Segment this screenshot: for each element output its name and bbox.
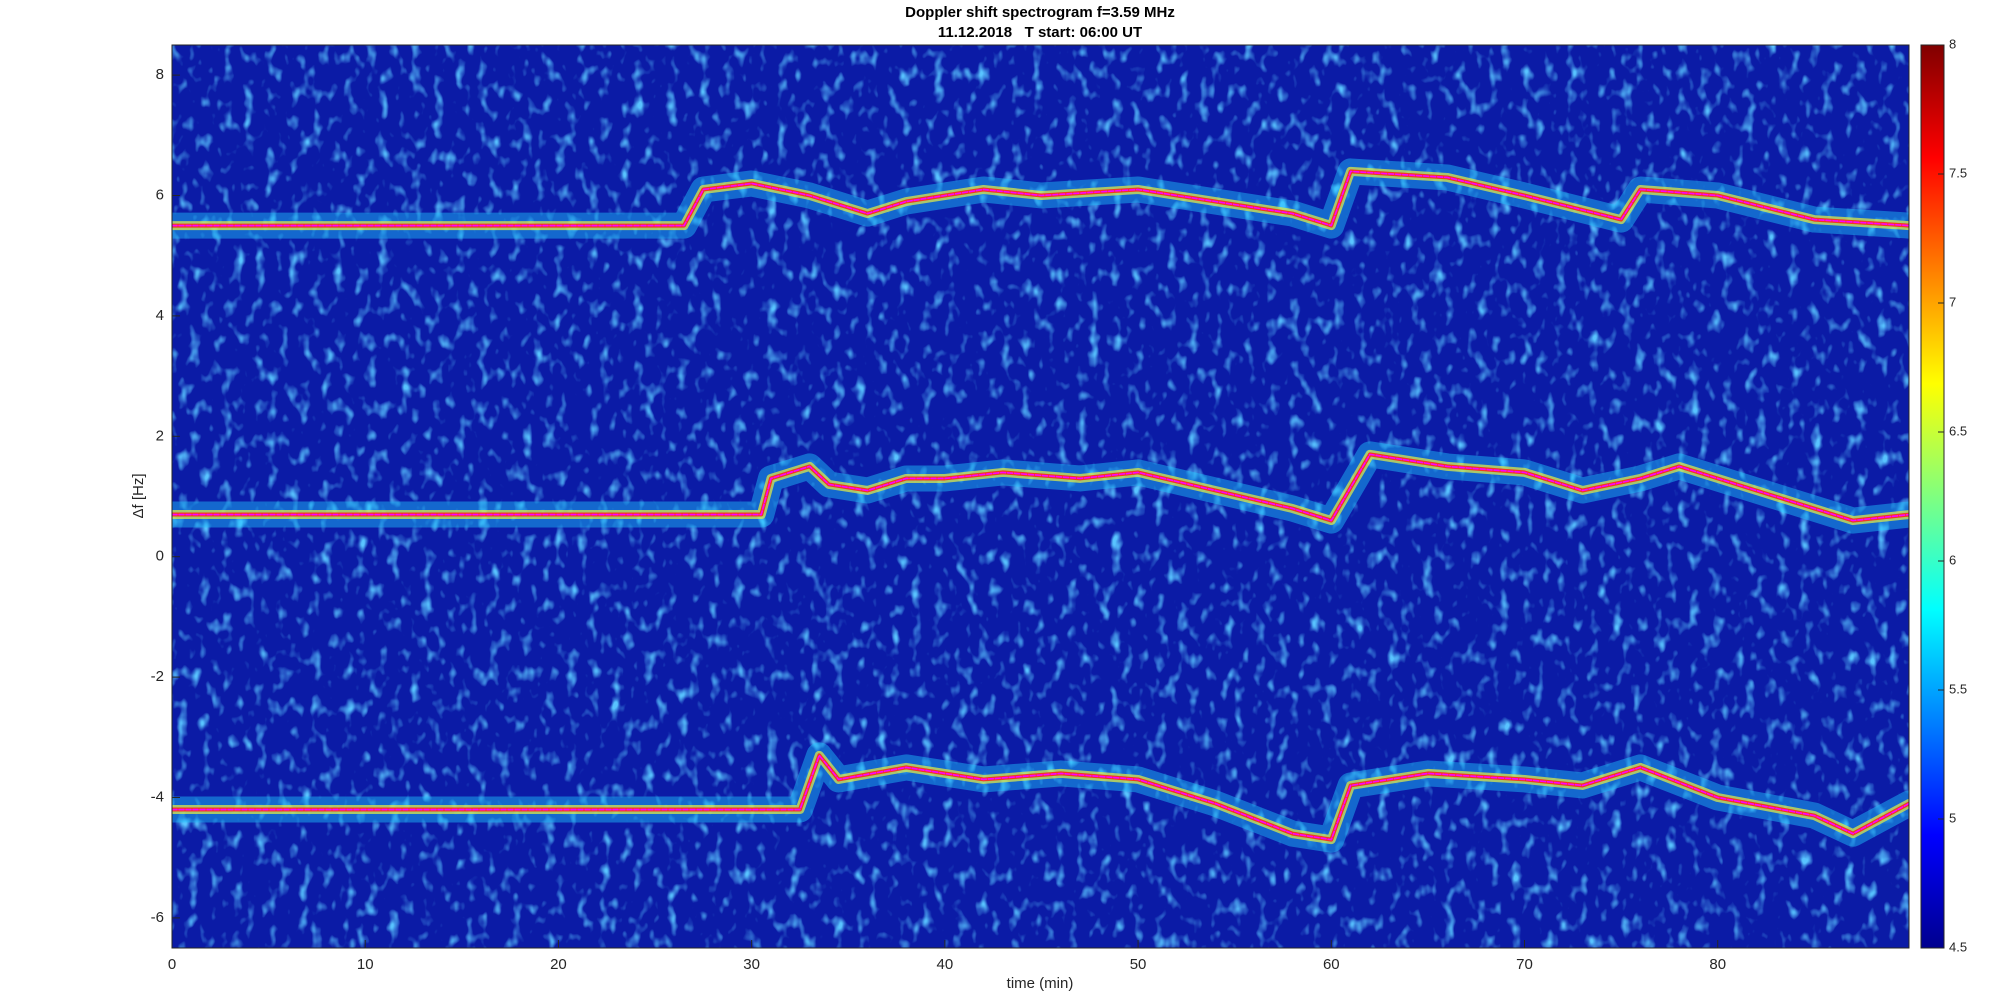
- x-tick-label: 50: [1130, 956, 1147, 973]
- trace-line: [172, 754, 1909, 841]
- chart-title: Doppler shift spectrogram f=3.59 MHz: [905, 4, 1175, 21]
- colorbar-tick-label: 6: [1949, 552, 1956, 567]
- y-tick-label: -4: [151, 788, 164, 805]
- trace-line: [172, 170, 1909, 227]
- x-tick-label: 80: [1709, 956, 1726, 973]
- colorbar-tick-label: 6.5: [1949, 423, 1967, 438]
- y-tick-label: 6: [156, 186, 164, 203]
- trace-line: [172, 453, 1909, 522]
- plot-frame: [171, 44, 1910, 949]
- x-tick-label: 40: [937, 956, 954, 973]
- x-tick-label: 10: [357, 956, 374, 973]
- y-tick-label: 8: [156, 66, 164, 83]
- colorbar-tick-label: 5.5: [1949, 681, 1967, 696]
- y-tick-label: 0: [156, 548, 164, 565]
- x-tick-label: 60: [1323, 956, 1340, 973]
- x-tick-label: 20: [550, 956, 567, 973]
- y-tick-label: 4: [156, 307, 164, 324]
- x-tick-label: 30: [743, 956, 760, 973]
- colorbar: [1920, 44, 1945, 949]
- colorbar-tick-label: 4.5: [1949, 939, 1967, 954]
- x-tick-label: 0: [168, 956, 176, 973]
- colorbar-tick-label: 5: [1949, 810, 1956, 825]
- y-tick-label: -2: [151, 668, 164, 685]
- x-tick-label: 70: [1516, 956, 1533, 973]
- y-axis-label: Δf [Hz]: [130, 473, 147, 518]
- colorbar-tick-label: 8: [1949, 36, 1956, 51]
- colorbar-tick-label: 7.5: [1949, 165, 1967, 180]
- y-tick-label: 2: [156, 427, 164, 444]
- chart-subtitle: 11.12.2018 T start: 06:00 UT: [938, 24, 1142, 41]
- x-axis-label: time (min): [1007, 975, 1074, 992]
- y-tick-label: -6: [151, 909, 164, 926]
- colorbar-tick-label: 7: [1949, 294, 1956, 309]
